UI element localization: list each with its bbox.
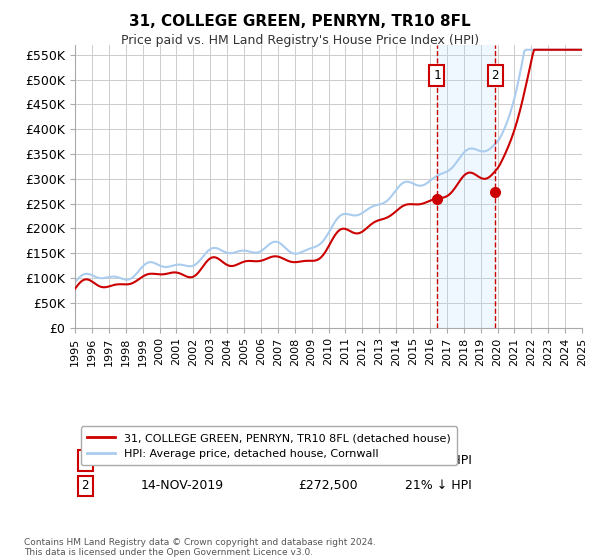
Bar (437, 45, 496, 328)
Text: £260,000: £260,000 (298, 454, 358, 467)
Text: 31-MAY-2016: 31-MAY-2016 (141, 454, 221, 467)
Text: 2: 2 (491, 69, 499, 82)
Text: 31, COLLEGE GREEN, PENRYN, TR10 8FL: 31, COLLEGE GREEN, PENRYN, TR10 8FL (129, 14, 471, 29)
Legend: 31, COLLEGE GREEN, PENRYN, TR10 8FL (detached house), HPI: Average price, detach: 31, COLLEGE GREEN, PENRYN, TR10 8FL (det… (80, 427, 457, 465)
Text: 2: 2 (82, 479, 89, 492)
Text: Contains HM Land Registry data © Crown copyright and database right 2024.
This d: Contains HM Land Registry data © Crown c… (24, 538, 376, 557)
Text: 1: 1 (82, 454, 89, 467)
Text: 15% ↓ HPI: 15% ↓ HPI (404, 454, 472, 467)
Text: 14-NOV-2019: 14-NOV-2019 (141, 479, 224, 492)
Text: £272,500: £272,500 (298, 479, 358, 492)
Text: 1: 1 (433, 69, 441, 82)
Text: Price paid vs. HM Land Registry's House Price Index (HPI): Price paid vs. HM Land Registry's House … (121, 34, 479, 46)
Text: 21% ↓ HPI: 21% ↓ HPI (404, 479, 472, 492)
